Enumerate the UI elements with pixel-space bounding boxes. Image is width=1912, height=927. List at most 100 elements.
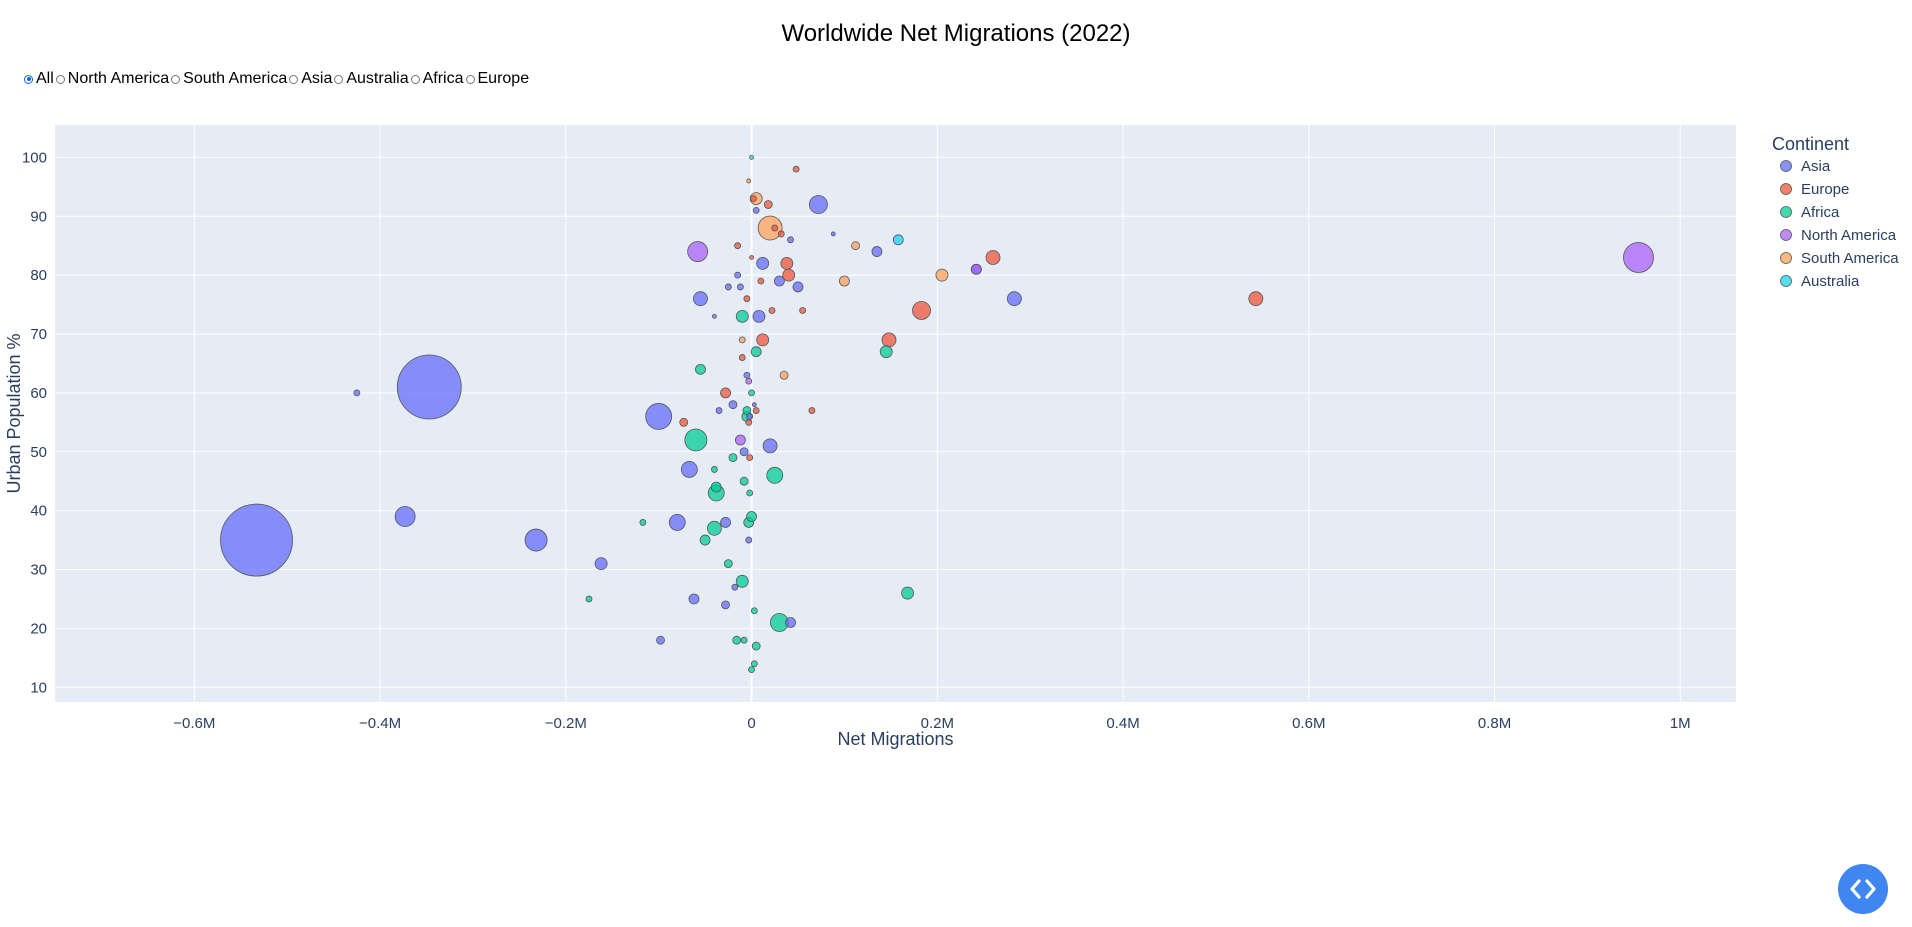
data-point[interactable] — [594, 557, 608, 571]
data-point[interactable] — [785, 617, 796, 628]
radio-button[interactable] — [410, 74, 420, 84]
data-point[interactable] — [711, 313, 717, 319]
data-point[interactable] — [912, 301, 931, 320]
data-point[interactable] — [749, 255, 754, 260]
filter-option-north-america[interactable]: North America — [55, 70, 169, 88]
data-point[interactable] — [693, 291, 708, 307]
data-point[interactable] — [734, 271, 742, 279]
data-point[interactable] — [721, 600, 730, 610]
code-toggle-button[interactable] — [1838, 864, 1888, 914]
data-point[interactable] — [731, 583, 739, 591]
data-point[interactable] — [656, 635, 665, 645]
legend-item-label[interactable]: South America — [1801, 250, 1899, 267]
data-point[interactable] — [745, 377, 753, 385]
data-point[interactable] — [751, 402, 757, 408]
data-point[interactable] — [750, 346, 762, 358]
radio-button[interactable] — [289, 74, 299, 84]
data-point[interactable] — [799, 307, 807, 314]
data-point[interactable] — [780, 256, 794, 270]
legend-item-label[interactable]: Africa — [1801, 204, 1840, 221]
data-point[interactable] — [746, 454, 754, 462]
data-point[interactable] — [839, 275, 850, 287]
filter-option-south-america[interactable]: South America — [171, 70, 287, 88]
data-point[interactable] — [745, 418, 753, 426]
legend-item-label[interactable]: Australia — [1801, 273, 1860, 290]
legend-item-label[interactable]: Europe — [1801, 181, 1849, 198]
data-point[interactable] — [892, 234, 904, 246]
data-point[interactable] — [750, 195, 757, 202]
data-point[interactable] — [762, 438, 778, 454]
data-point[interactable] — [756, 256, 770, 270]
legend-item-label[interactable]: North America — [1801, 227, 1897, 244]
data-point[interactable] — [746, 413, 754, 420]
data-point[interactable] — [739, 476, 749, 486]
data-point[interactable] — [763, 200, 773, 209]
data-point[interactable] — [353, 389, 361, 397]
data-point[interactable] — [699, 534, 711, 546]
data-point[interactable] — [985, 250, 1001, 265]
data-point[interactable] — [750, 660, 758, 668]
data-point[interactable] — [396, 354, 462, 420]
data-point[interactable] — [777, 230, 785, 238]
legend-item-label[interactable]: Asia — [1801, 158, 1831, 175]
data-point[interactable] — [723, 559, 733, 569]
data-point[interactable] — [739, 447, 749, 457]
radio-button[interactable] — [334, 74, 344, 84]
data-point[interactable] — [735, 309, 749, 323]
data-point[interactable] — [792, 165, 800, 173]
data-point[interactable] — [774, 275, 785, 287]
radio-button[interactable] — [465, 74, 475, 84]
data-point[interactable] — [750, 607, 758, 615]
data-point[interactable] — [639, 519, 647, 526]
data-point[interactable] — [808, 407, 816, 414]
data-point[interactable] — [695, 363, 706, 375]
data-point[interactable] — [680, 461, 698, 478]
data-point[interactable] — [720, 387, 731, 399]
data-point[interactable] — [687, 241, 709, 262]
data-point[interactable] — [782, 268, 796, 282]
data-point[interactable] — [881, 332, 897, 348]
data-point[interactable] — [688, 593, 700, 605]
data-point[interactable] — [724, 283, 732, 291]
data-point[interactable] — [745, 536, 753, 544]
data-point[interactable] — [728, 400, 738, 410]
data-point[interactable] — [728, 453, 738, 463]
data-point[interactable] — [879, 345, 893, 359]
data-point[interactable] — [752, 206, 760, 214]
data-point[interactable] — [735, 574, 749, 588]
data-point[interactable] — [734, 242, 742, 250]
data-point[interactable] — [715, 407, 723, 414]
data-point[interactable] — [710, 481, 722, 493]
data-point[interactable] — [851, 241, 860, 251]
data-point[interactable] — [735, 434, 746, 446]
data-point[interactable] — [737, 283, 744, 291]
filter-option-australia[interactable]: Australia — [334, 70, 409, 88]
radio-button[interactable] — [55, 74, 65, 84]
data-point[interactable] — [394, 506, 416, 527]
data-point[interactable] — [706, 520, 722, 536]
data-point[interactable] — [935, 268, 949, 282]
data-point[interactable] — [720, 517, 731, 528]
data-point[interactable] — [771, 224, 779, 232]
data-point[interactable] — [787, 236, 794, 244]
data-point[interactable] — [668, 514, 686, 531]
data-point[interactable] — [679, 417, 689, 427]
data-point[interactable] — [740, 636, 748, 644]
data-point[interactable] — [746, 178, 752, 184]
data-point[interactable] — [757, 277, 765, 285]
filter-option-europe[interactable]: Europe — [465, 70, 529, 88]
data-point[interactable] — [524, 528, 548, 552]
data-point[interactable] — [768, 307, 776, 314]
data-point[interactable] — [710, 466, 718, 473]
filter-option-asia[interactable]: Asia — [289, 70, 332, 88]
data-point[interactable] — [743, 295, 751, 303]
data-point[interactable] — [970, 263, 982, 275]
data-point[interactable] — [809, 195, 828, 214]
filter-option-africa[interactable]: Africa — [410, 70, 464, 88]
data-point[interactable] — [1248, 291, 1264, 307]
data-point[interactable] — [220, 503, 293, 577]
data-point[interactable] — [757, 215, 783, 241]
radio-button[interactable] — [171, 74, 181, 84]
data-point[interactable] — [871, 246, 883, 257]
data-point[interactable] — [746, 511, 757, 522]
